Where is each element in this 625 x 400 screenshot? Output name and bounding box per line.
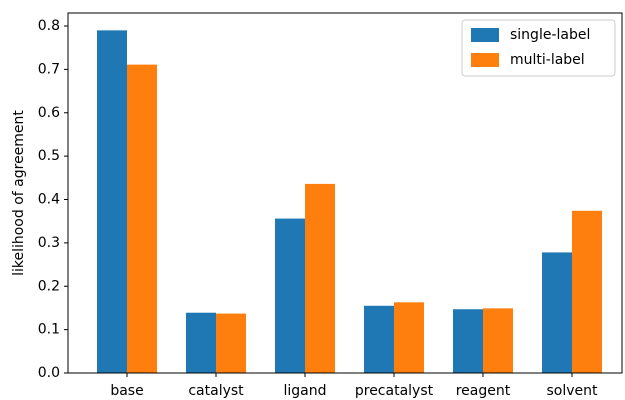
y-tick-label: 0.8: [38, 18, 60, 34]
x-tick-label: base: [110, 383, 143, 399]
y-tick-label: 0.7: [38, 61, 60, 77]
bar: [572, 210, 603, 373]
plot-frame: [67, 12, 623, 374]
legend-box: [461, 19, 616, 77]
bar: [127, 64, 158, 374]
legend: single-label multi-label: [461, 19, 616, 77]
y-tick-label: 0.1: [38, 322, 60, 338]
y-tick-label: 0.6: [38, 105, 60, 121]
legend-swatch: [471, 53, 499, 67]
y-tick-label: 0.5: [38, 148, 60, 164]
legend-label: multi-label: [510, 52, 585, 68]
bar: [364, 305, 395, 373]
bar: [275, 218, 306, 373]
x-tick-label: reagent: [456, 383, 511, 399]
x-tick-label: ligand: [283, 383, 326, 399]
legend-label: single-label: [510, 27, 590, 43]
legend-swatch: [471, 28, 499, 42]
y-tick-label: 0.3: [38, 235, 60, 251]
y-tick-label: 0.2: [38, 278, 60, 294]
bar: [305, 183, 336, 373]
x-tick-label: catalyst: [188, 383, 244, 399]
bar: [216, 313, 247, 373]
bar: [394, 302, 425, 373]
bar: [97, 30, 128, 374]
x-tick-label: solvent: [546, 383, 598, 399]
bar: [483, 308, 514, 373]
bar: [542, 252, 573, 373]
x-tick-label: precatalyst: [355, 383, 434, 399]
y-tick-label: 0.4: [38, 192, 60, 208]
y-tick-label: 0.0: [38, 365, 60, 381]
bar: [186, 312, 217, 373]
y-axis-label: likelihood of agreement: [11, 110, 27, 276]
bar: [453, 309, 484, 373]
